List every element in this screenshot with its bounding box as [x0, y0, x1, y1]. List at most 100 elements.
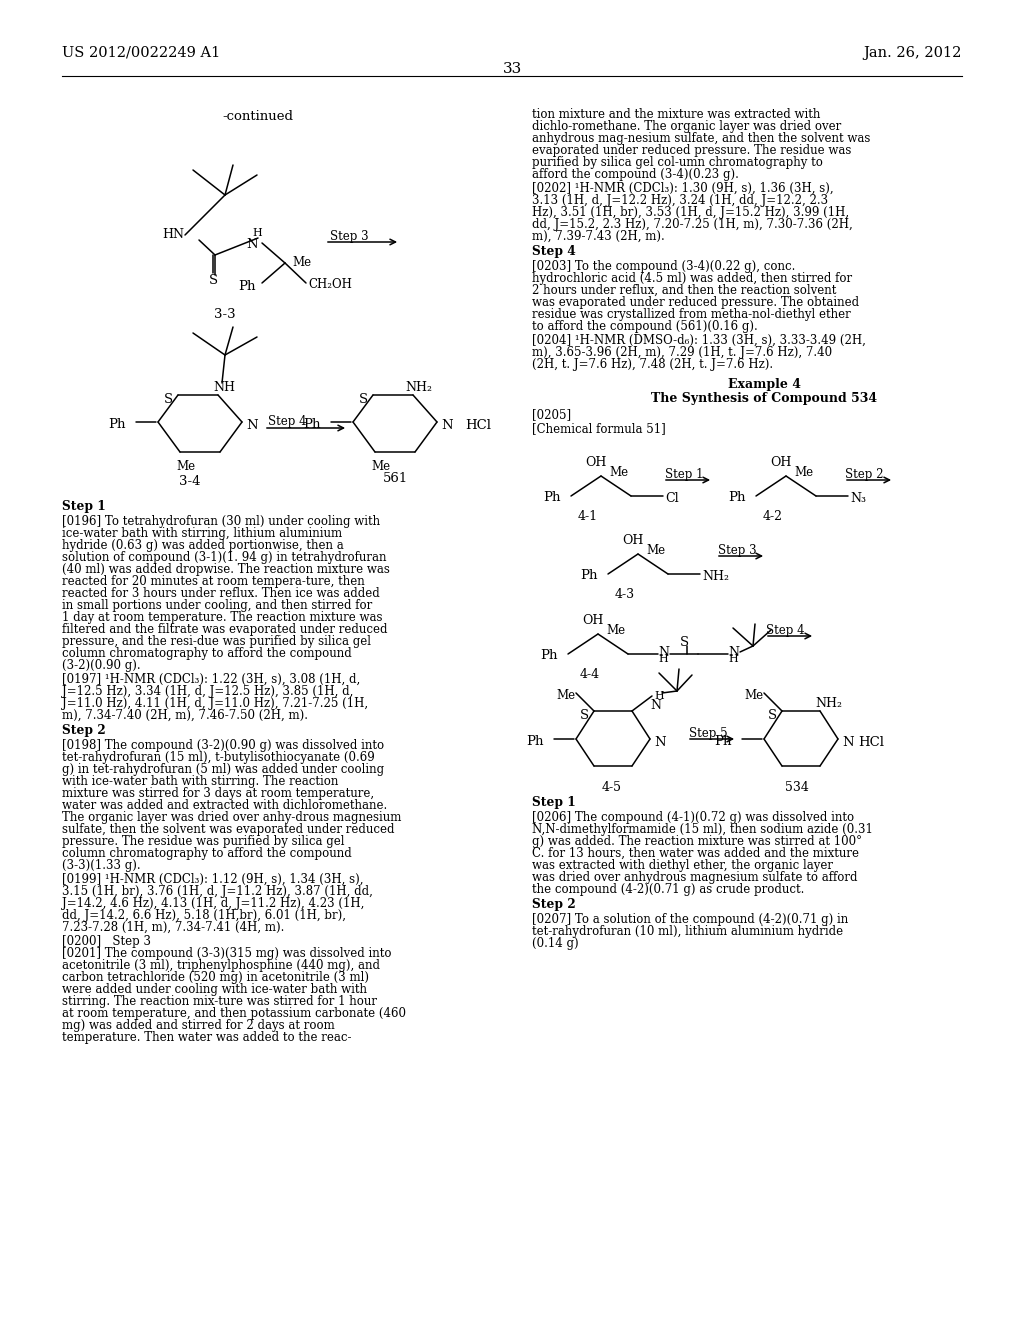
Text: J=14.2, 4.6 Hz), 4.13 (1H, d, J=11.2 Hz), 4.23 (1H,: J=14.2, 4.6 Hz), 4.13 (1H, d, J=11.2 Hz)…: [62, 898, 365, 909]
Text: CH₂OH: CH₂OH: [308, 279, 352, 290]
Text: -continued: -continued: [222, 110, 294, 123]
Text: S: S: [680, 636, 689, 649]
Text: (0.14 g): (0.14 g): [532, 937, 579, 950]
Text: OH: OH: [582, 614, 603, 627]
Text: HCl: HCl: [465, 418, 490, 432]
Text: S: S: [768, 709, 777, 722]
Text: S: S: [580, 709, 589, 722]
Text: [0201] The compound (3-3)(315 mg) was dissolved into: [0201] The compound (3-3)(315 mg) was di…: [62, 946, 391, 960]
Text: OH: OH: [622, 535, 643, 546]
Text: [Chemical formula 51]: [Chemical formula 51]: [532, 422, 666, 436]
Text: Step 4: Step 4: [268, 414, 306, 428]
Text: water was added and extracted with dichloromethane.: water was added and extracted with dichl…: [62, 799, 387, 812]
Text: carbon tetrachloride (520 mg) in acetonitrile (3 ml): carbon tetrachloride (520 mg) in acetoni…: [62, 972, 369, 983]
Text: Step 2: Step 2: [845, 469, 884, 480]
Text: Ph: Ph: [728, 491, 745, 504]
Text: tion mixture and the mixture was extracted with: tion mixture and the mixture was extract…: [532, 108, 820, 121]
Text: N: N: [246, 418, 258, 432]
Text: 2 hours under reflux, and then the reaction solvent: 2 hours under reflux, and then the react…: [532, 284, 837, 297]
Text: 4-5: 4-5: [602, 781, 622, 795]
Text: sulfate, then the solvent was evaporated under reduced: sulfate, then the solvent was evaporated…: [62, 822, 394, 836]
Text: Step 4: Step 4: [766, 624, 805, 638]
Text: residue was crystallized from metha-nol-diethyl ether: residue was crystallized from metha-nol-…: [532, 308, 851, 321]
Text: reacted for 3 hours under reflux. Then ice was added: reacted for 3 hours under reflux. Then i…: [62, 587, 380, 601]
Text: OH: OH: [770, 455, 792, 469]
Text: Ph: Ph: [540, 649, 557, 663]
Text: Me: Me: [646, 544, 666, 557]
Text: ice-water bath with stirring, lithium aluminium: ice-water bath with stirring, lithium al…: [62, 527, 342, 540]
Text: The Synthesis of Compound 534: The Synthesis of Compound 534: [651, 392, 878, 405]
Text: afford the compound (3-4)(0.23 g).: afford the compound (3-4)(0.23 g).: [532, 168, 739, 181]
Text: N: N: [654, 737, 666, 748]
Text: to afford the compound (561)(0.16 g).: to afford the compound (561)(0.16 g).: [532, 319, 758, 333]
Text: the compound (4-2)(0.71 g) as crude product.: the compound (4-2)(0.71 g) as crude prod…: [532, 883, 805, 896]
Text: [0204] ¹H-NMR (DMSO-d₆): 1.33 (3H, s), 3.33-3.49 (2H,: [0204] ¹H-NMR (DMSO-d₆): 1.33 (3H, s), 3…: [532, 334, 866, 347]
Text: NH₂: NH₂: [406, 381, 432, 393]
Text: m), 3.65-3.96 (2H, m), 7.29 (1H, t. J=7.6 Hz), 7.40: m), 3.65-3.96 (2H, m), 7.29 (1H, t. J=7.…: [532, 346, 833, 359]
Text: [0206] The compound (4-1)(0.72 g) was dissolved into: [0206] The compound (4-1)(0.72 g) was di…: [532, 810, 854, 824]
Text: mixture was stirred for 3 days at room temperature,: mixture was stirred for 3 days at room t…: [62, 787, 374, 800]
Text: [0197] ¹H-NMR (CDCl₃): 1.22 (3H, s), 3.08 (1H, d,: [0197] ¹H-NMR (CDCl₃): 1.22 (3H, s), 3.0…: [62, 673, 360, 686]
Text: N: N: [650, 700, 662, 711]
Text: Me: Me: [606, 624, 625, 638]
Text: dd, J=15.2, 2.3 Hz), 7.20-7.25 (1H, m), 7.30-7.36 (2H,: dd, J=15.2, 2.3 Hz), 7.20-7.25 (1H, m), …: [532, 218, 853, 231]
Text: 3.15 (1H, br), 3.76 (1H, d, J=11.2 Hz), 3.87 (1H, dd,: 3.15 (1H, br), 3.76 (1H, d, J=11.2 Hz), …: [62, 884, 373, 898]
Text: Cl: Cl: [665, 492, 679, 506]
Text: hydrochloric acid (4.5 ml) was added, then stirred for: hydrochloric acid (4.5 ml) was added, th…: [532, 272, 852, 285]
Text: NH₂: NH₂: [702, 570, 729, 583]
Text: temperature. Then water was added to the reac-: temperature. Then water was added to the…: [62, 1031, 351, 1044]
Text: column chromatography to afford the compound: column chromatography to afford the comp…: [62, 847, 352, 861]
Text: [0203] To the compound (3-4)(0.22 g), conc.: [0203] To the compound (3-4)(0.22 g), co…: [532, 260, 796, 273]
Text: with ice-water bath with stirring. The reaction: with ice-water bath with stirring. The r…: [62, 775, 338, 788]
Text: NH₂: NH₂: [815, 697, 842, 710]
Text: was extracted with diethyl ether, the organic layer: was extracted with diethyl ether, the or…: [532, 859, 833, 873]
Text: NH: NH: [213, 381, 234, 393]
Text: anhydrous mag-nesium sulfate, and then the solvent was: anhydrous mag-nesium sulfate, and then t…: [532, 132, 870, 145]
Text: Ph: Ph: [580, 569, 597, 582]
Text: [0196] To tetrahydrofuran (30 ml) under cooling with: [0196] To tetrahydrofuran (30 ml) under …: [62, 515, 380, 528]
Text: tet-rahydrofuran (10 ml), lithium aluminium hydride: tet-rahydrofuran (10 ml), lithium alumin…: [532, 925, 843, 939]
Text: N₃: N₃: [850, 492, 866, 506]
Text: column chromatography to afford the compound: column chromatography to afford the comp…: [62, 647, 352, 660]
Text: US 2012/0022249 A1: US 2012/0022249 A1: [62, 46, 220, 59]
Text: Step 2: Step 2: [62, 723, 105, 737]
Text: H: H: [658, 653, 668, 664]
Text: mg) was added and stirred for 2 days at room: mg) was added and stirred for 2 days at …: [62, 1019, 335, 1032]
Text: Me: Me: [292, 256, 311, 269]
Text: 33: 33: [503, 62, 521, 77]
Text: HCl: HCl: [858, 737, 884, 748]
Text: Step 3: Step 3: [330, 230, 369, 243]
Text: [0198] The compound (3-2)(0.90 g) was dissolved into: [0198] The compound (3-2)(0.90 g) was di…: [62, 739, 384, 752]
Text: S: S: [359, 393, 368, 407]
Text: [0200]   Step 3: [0200] Step 3: [62, 935, 151, 948]
Text: [0205]: [0205]: [532, 408, 571, 421]
Text: (40 ml) was added dropwise. The reaction mixture was: (40 ml) was added dropwise. The reaction…: [62, 564, 390, 576]
Text: evaporated under reduced pressure. The residue was: evaporated under reduced pressure. The r…: [532, 144, 851, 157]
Text: Step 4: Step 4: [532, 246, 575, 257]
Text: 4-2: 4-2: [763, 510, 783, 523]
Text: Ph: Ph: [108, 418, 126, 432]
Text: 4-1: 4-1: [578, 510, 598, 523]
Text: Ph: Ph: [526, 735, 544, 748]
Text: m), 7.34-7.40 (2H, m), 7.46-7.50 (2H, m).: m), 7.34-7.40 (2H, m), 7.46-7.50 (2H, m)…: [62, 709, 308, 722]
Text: pressure. The residue was purified by silica gel: pressure. The residue was purified by si…: [62, 836, 344, 847]
Text: Me: Me: [744, 689, 763, 702]
Text: N: N: [658, 645, 669, 659]
Text: Ph: Ph: [714, 735, 731, 748]
Text: 561: 561: [382, 473, 408, 484]
Text: HN: HN: [162, 228, 184, 242]
Text: Step 3: Step 3: [718, 544, 757, 557]
Text: [0199] ¹H-NMR (CDCl₃): 1.12 (9H, s), 1.34 (3H, s),: [0199] ¹H-NMR (CDCl₃): 1.12 (9H, s), 1.3…: [62, 873, 364, 886]
Text: Me: Me: [556, 689, 575, 702]
Text: 3.13 (1H, d, J=12.2 Hz), 3.24 (1H, dd, J=12.2, 2.3: 3.13 (1H, d, J=12.2 Hz), 3.24 (1H, dd, J…: [532, 194, 828, 207]
Text: pressure, and the resi-due was purified by silica gel: pressure, and the resi-due was purified …: [62, 635, 371, 648]
Text: dichlo-romethane. The organic layer was dried over: dichlo-romethane. The organic layer was …: [532, 120, 842, 133]
Text: OH: OH: [585, 455, 606, 469]
Text: 7.23-7.28 (1H, m), 7.34-7.41 (4H, m).: 7.23-7.28 (1H, m), 7.34-7.41 (4H, m).: [62, 921, 285, 935]
Text: Ph: Ph: [238, 280, 256, 293]
Text: stirring. The reaction mix-ture was stirred for 1 hour: stirring. The reaction mix-ture was stir…: [62, 995, 377, 1008]
Text: [0202] ¹H-NMR (CDCl₃): 1.30 (9H, s), 1.36 (3H, s),: [0202] ¹H-NMR (CDCl₃): 1.30 (9H, s), 1.3…: [532, 182, 834, 195]
Text: 4-3: 4-3: [615, 587, 635, 601]
Text: 1 day at room temperature. The reaction mixture was: 1 day at room temperature. The reaction …: [62, 611, 383, 624]
Text: J=11.0 Hz), 4.11 (1H, d, J=11.0 Hz), 7.21-7.25 (1H,: J=11.0 Hz), 4.11 (1H, d, J=11.0 Hz), 7.2…: [62, 697, 368, 710]
